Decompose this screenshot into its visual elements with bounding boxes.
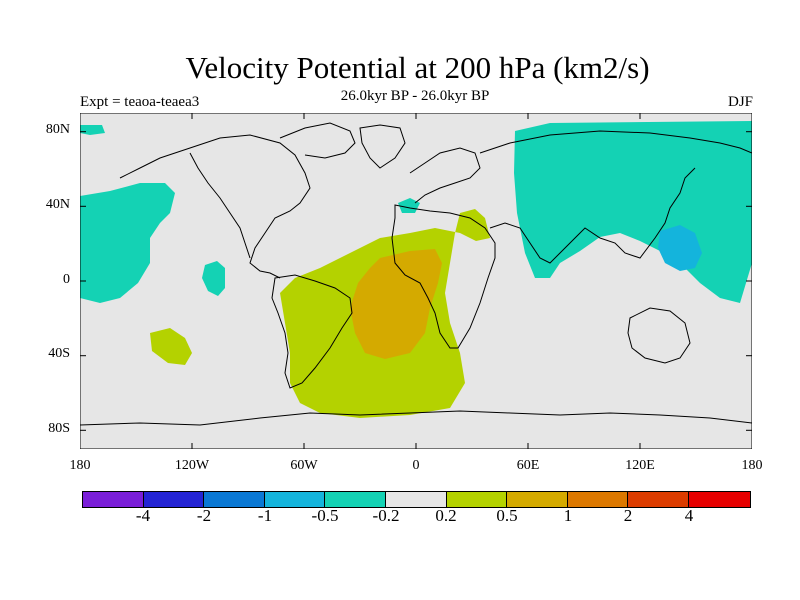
colorbar-label: -0.2 <box>372 506 400 525</box>
colorbar-swatch <box>143 492 205 507</box>
lon-label-180w: 180 <box>69 458 91 473</box>
colorbar-label: 4 <box>684 506 694 525</box>
colorbar-swatch <box>628 492 689 507</box>
lon-label-0: 0 <box>412 458 420 473</box>
colorbar-swatch <box>446 492 508 507</box>
colorbar-swatch <box>385 492 447 507</box>
lat-label-0: 0 <box>63 272 70 287</box>
colorbar <box>82 491 751 508</box>
lat-label-80s: 80S <box>48 421 70 436</box>
axis-ticks <box>80 113 752 449</box>
map-panel <box>80 113 752 449</box>
contour-neg-blob-pacific <box>202 261 225 296</box>
plot-subtitle: 26.0kyr BP - 26.0kyr BP <box>340 88 490 104</box>
colorbar-label: -4 <box>135 506 151 525</box>
colorbar-swatch <box>507 492 568 507</box>
lat-label-80n: 80N <box>45 122 70 137</box>
colorbar-label: 1 <box>563 506 573 525</box>
experiment-label: Expt = teaoa-teaea3 <box>80 94 200 110</box>
colorbar-label: 0.5 <box>496 506 518 525</box>
colorbar-label: -1 <box>257 506 273 525</box>
lon-label-60w: 60W <box>290 458 318 473</box>
lon-label-180e: 180 <box>741 458 763 473</box>
colorbar-swatch <box>204 492 265 507</box>
contour-pos-spacific <box>150 328 192 365</box>
colorbar-swatch <box>83 492 144 507</box>
contour-pos-core <box>350 249 442 359</box>
contour-neg-arctic <box>80 125 105 135</box>
colorbar-swatch <box>325 492 386 507</box>
contour-neg-mediterranean <box>398 198 420 213</box>
lat-label-40n: 40N <box>45 197 70 212</box>
lat-label-40s: 40S <box>48 346 70 361</box>
colorbar-swatch <box>567 492 629 507</box>
contour-neg-npacific <box>80 183 175 303</box>
colorbar-label: -0.5 <box>311 506 339 525</box>
season-label: DJF <box>727 94 753 110</box>
colorbar-label: -2 <box>196 506 212 525</box>
lon-label-120w: 120W <box>174 458 210 473</box>
colorbar-swatch <box>688 492 750 507</box>
contour-neg-wpacific <box>658 225 702 271</box>
plot-title: Velocity Potential at 200 hPa (km2/s) <box>185 50 650 85</box>
colorbar-label: 2 <box>623 506 633 525</box>
lon-label-120e: 120E <box>625 458 655 473</box>
coastlines <box>80 122 752 426</box>
lon-label-60e: 60E <box>516 458 540 473</box>
colorbar-swatch <box>264 492 326 507</box>
colorbar-label: 0.2 <box>435 506 457 525</box>
